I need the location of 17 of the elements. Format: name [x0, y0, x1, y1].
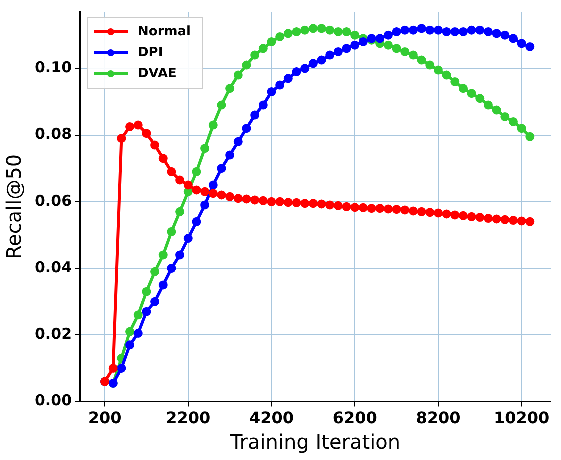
x-tick-label: 8200 — [416, 408, 461, 428]
x-tick-label: 200 — [88, 408, 122, 428]
y-axis-title: Recall@50 — [2, 154, 26, 260]
y-tick-label: 0.10 — [34, 58, 72, 77]
legend-label: DPI — [138, 45, 164, 60]
x-tick-label: 4200 — [249, 408, 294, 428]
y-tick-label: 0.00 — [34, 392, 72, 410]
x-tick-label: 2200 — [166, 408, 211, 428]
legend-label: DVAE — [138, 66, 177, 82]
y-tick-label: 0.02 — [34, 325, 72, 344]
legend-label: Normal — [138, 24, 192, 40]
x-axis-title: Training Iteration — [229, 430, 401, 454]
x-tick-label: 10200 — [494, 408, 550, 428]
x-tick-label: 6200 — [332, 408, 378, 428]
y-tick-label: 0.04 — [34, 258, 72, 276]
y-tick-label: 0.06 — [34, 192, 72, 210]
y-tick-label: 0.08 — [34, 125, 72, 144]
